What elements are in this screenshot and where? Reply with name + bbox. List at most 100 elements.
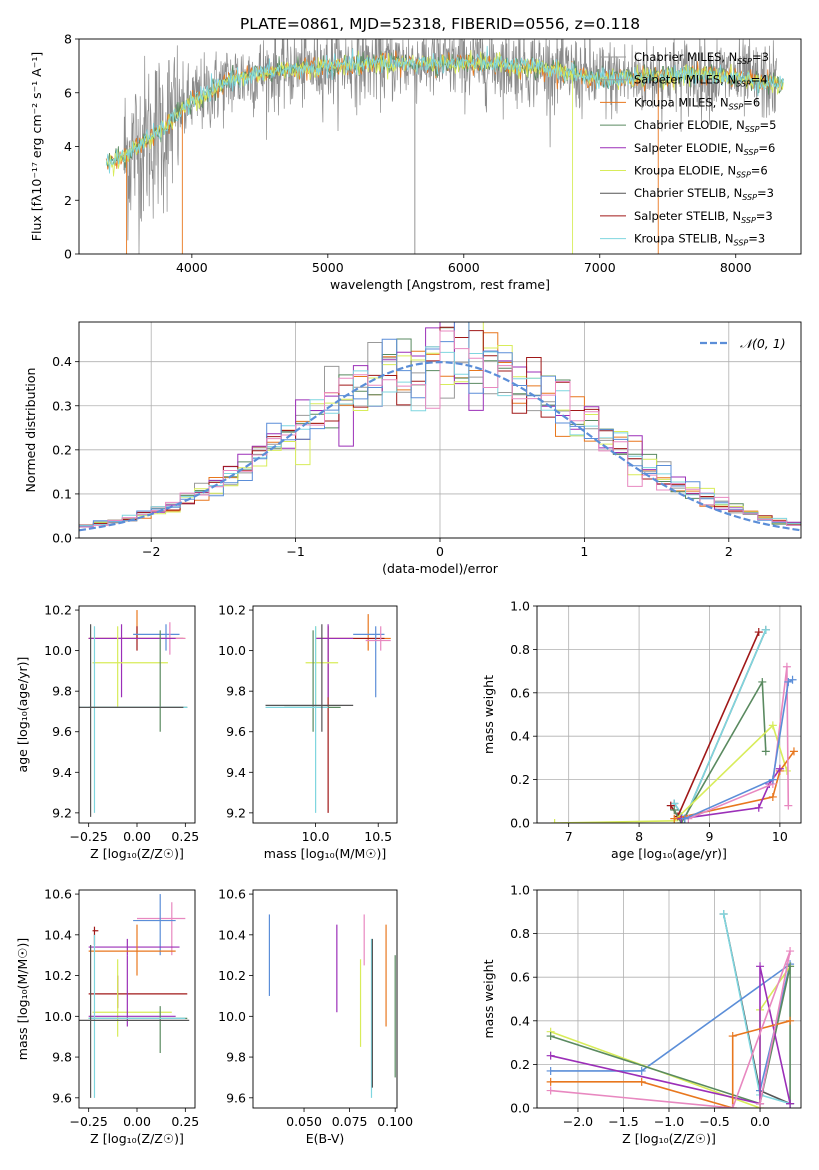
y-tick-label: 0.0 bbox=[510, 1101, 530, 1116]
plot-area-z_age bbox=[79, 610, 188, 817]
x-axis-label: age [log₁₀(age/yr)] bbox=[611, 846, 727, 861]
axes-frame bbox=[78, 38, 802, 255]
x-tick-label: −1.0 bbox=[654, 1114, 684, 1129]
x-axis-label: Z [log₁₀(Z/Z☉)] bbox=[90, 1131, 184, 1146]
y-tick-label: 9.2 bbox=[52, 805, 72, 820]
x-tick-label: 0.0 bbox=[750, 1114, 770, 1129]
plot-area-spectrum bbox=[105, 39, 784, 254]
spectrum-model-line bbox=[105, 50, 784, 168]
weight-point-marker bbox=[782, 662, 791, 671]
legend-label: Salpeter STELIB, NSSP=3 bbox=[634, 209, 773, 225]
weight-series-line bbox=[550, 1020, 791, 1108]
y-tick-label: 1.0 bbox=[510, 599, 530, 614]
figure-title: PLATE=0861, MJD=52318, FIBERID=0556, z=0… bbox=[240, 15, 640, 33]
panel-mass_age: 10.0 10.5 9.2 9.4 9.6 9.8 10.0 10.2 mass [log₁₀(… bbox=[218, 603, 398, 861]
weight-point-marker bbox=[756, 962, 765, 971]
spectrum-data-line bbox=[123, 39, 777, 254]
y-tick-label: 10.6 bbox=[44, 887, 72, 902]
weight-point-marker bbox=[768, 775, 777, 784]
y-tick-label: 1.0 bbox=[510, 883, 530, 898]
weight-point-marker bbox=[719, 909, 728, 918]
plot-area-mass_age bbox=[265, 614, 391, 813]
x-tick-label: 5000 bbox=[312, 260, 344, 275]
y-axis-label: age [log₁₀(age/yr)] bbox=[15, 657, 30, 773]
legend-label: Kroupa STELIB, NSSP=3 bbox=[634, 232, 765, 248]
weight-point-marker bbox=[784, 677, 793, 686]
weight-point-marker bbox=[786, 1016, 795, 1025]
panel-ebv_mass: 0.050 0.075 0.100 9.6 9.8 10.0 10.2 10.4 10.6 E(B… bbox=[218, 887, 413, 1146]
y-axis-label: mass [log₁₀(M/M☉)] bbox=[15, 938, 30, 1060]
x-axis-label: E(B-V) bbox=[306, 1131, 345, 1146]
weight-point-marker bbox=[756, 1099, 765, 1108]
y-tick-label: 10.2 bbox=[218, 603, 246, 618]
weight-series-line bbox=[684, 679, 793, 820]
x-tick-label: −0.5 bbox=[699, 1114, 729, 1129]
axes-frame bbox=[78, 889, 196, 1109]
weight-series-line bbox=[673, 629, 767, 821]
y-tick-label: 2 bbox=[64, 193, 72, 208]
weight-point-marker bbox=[550, 819, 559, 823]
panel-age_weight: 7 8 9 10 0.0 0.2 0.4 0.6 0.8 1.0 age [log₁₀(age/yr… bbox=[481, 599, 802, 861]
weight-point-marker bbox=[546, 1086, 555, 1095]
x-tick-label: 8 bbox=[635, 829, 643, 844]
weight-series-line bbox=[681, 768, 781, 820]
x-tick-label: 9 bbox=[706, 829, 714, 844]
legend-label: Salpeter MILES, NSSP=4 bbox=[634, 73, 768, 89]
y-tick-label: 10.0 bbox=[44, 643, 72, 658]
y-tick-label: 10.2 bbox=[44, 603, 72, 618]
weight-point-marker bbox=[670, 814, 679, 823]
y-tick-label: 10.4 bbox=[218, 927, 246, 942]
weight-point-marker bbox=[728, 1104, 737, 1108]
spectrum-legend: Chabrier MILES, NSSP=3 Salpeter MILES, NS… bbox=[600, 50, 776, 248]
y-tick-label: 0.8 bbox=[510, 926, 530, 941]
legend-label: Kroupa MILES, NSSP=6 bbox=[634, 95, 760, 111]
x-tick-label: 0 bbox=[436, 544, 444, 559]
legend-label: Chabrier MILES, NSSP=3 bbox=[634, 50, 769, 66]
y-tick-label: 0.3 bbox=[52, 398, 72, 413]
legend-label: Chabrier ELODIE, NSSP=5 bbox=[634, 118, 776, 134]
weight-point-marker bbox=[761, 747, 770, 756]
y-tick-label: 0.2 bbox=[510, 772, 530, 787]
weight-point-marker bbox=[637, 1077, 646, 1086]
y-tick-label: 0.2 bbox=[510, 1057, 530, 1072]
legend-label: Kroupa ELODIE, NSSP=6 bbox=[634, 164, 768, 180]
y-axis-label: mass weight bbox=[481, 675, 496, 754]
y-tick-label: 0.1 bbox=[52, 486, 72, 501]
weight-point-marker bbox=[546, 1066, 555, 1075]
legend-label: Salpeter ELODIE, NSSP=6 bbox=[634, 141, 775, 157]
x-tick-label: 0.00 bbox=[123, 829, 151, 844]
weight-point-marker bbox=[637, 1066, 646, 1075]
weight-point-marker bbox=[768, 792, 777, 801]
x-axis-label: (data-model)/error bbox=[382, 561, 499, 576]
x-axis-label: Z [log₁₀(Z/Z☉)] bbox=[90, 846, 184, 861]
weight-point-marker bbox=[728, 1032, 737, 1041]
y-tick-label: 0.6 bbox=[510, 970, 530, 985]
x-tick-label: −2 bbox=[142, 544, 160, 559]
y-tick-label: 0.6 bbox=[510, 685, 530, 700]
y-tick-label: 9.4 bbox=[52, 765, 72, 780]
axes-frame bbox=[78, 605, 196, 824]
y-tick-label: 10.4 bbox=[44, 927, 72, 942]
axes-frame bbox=[252, 605, 398, 824]
plot-area-z_weight bbox=[546, 909, 795, 1108]
y-tick-label: 9.8 bbox=[226, 684, 246, 699]
x-tick-label: −0.25 bbox=[70, 1114, 108, 1129]
x-tick-label: 0.25 bbox=[171, 1114, 199, 1129]
weight-point-marker bbox=[761, 625, 770, 634]
weight-series-line bbox=[550, 966, 791, 1105]
weight-point-marker bbox=[786, 1099, 795, 1108]
y-tick-label: 0.4 bbox=[52, 354, 72, 369]
weight-point-marker bbox=[546, 1032, 555, 1041]
x-tick-label: 0.050 bbox=[286, 1114, 322, 1129]
y-tick-label: 10.0 bbox=[44, 1009, 72, 1024]
weight-point-marker bbox=[775, 764, 784, 773]
x-tick-label: −0.25 bbox=[70, 829, 108, 844]
y-tick-label: 9.8 bbox=[226, 1050, 246, 1065]
x-tick-label: 8000 bbox=[720, 260, 752, 275]
y-axis-label: Flux [fλ10⁻¹⁷ erg cm⁻² s⁻¹ A⁻¹] bbox=[29, 52, 44, 241]
histogram-step-line bbox=[79, 330, 801, 528]
weight-series-line bbox=[670, 631, 760, 819]
y-axis-label: Normed distribution bbox=[23, 368, 38, 493]
weight-series-line bbox=[550, 962, 792, 1091]
